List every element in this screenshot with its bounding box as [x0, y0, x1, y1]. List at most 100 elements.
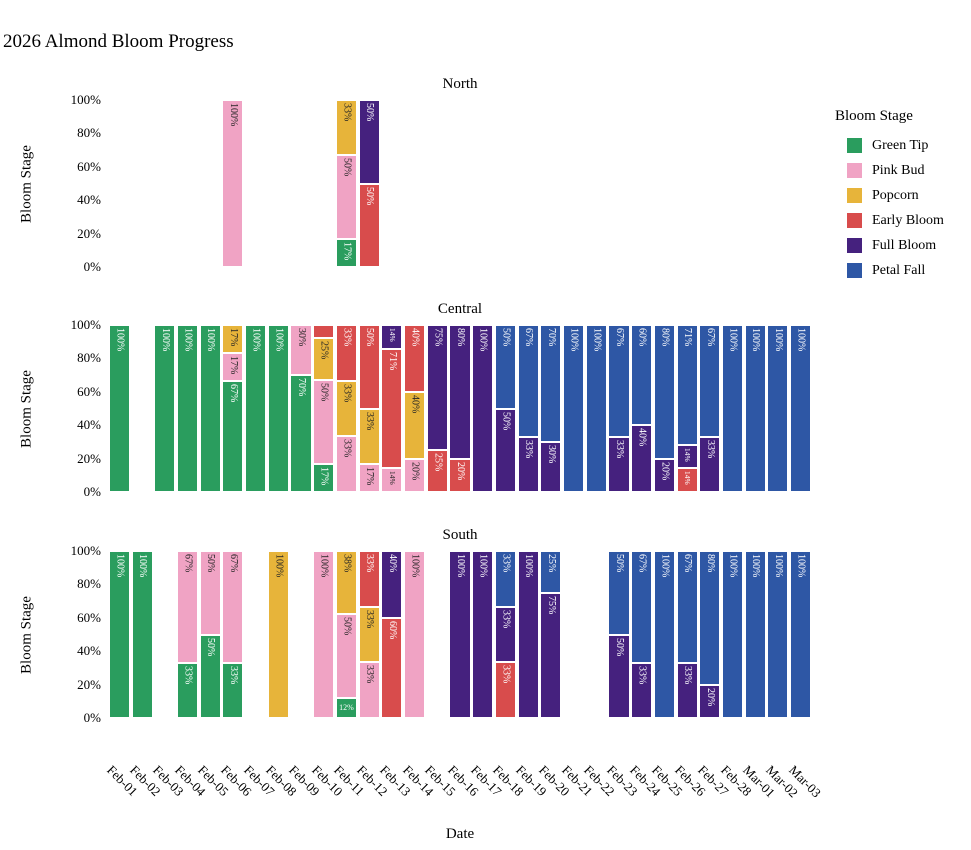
y-tick-label: 60%: [77, 609, 101, 625]
bar-central-feb-07: 100%: [245, 325, 267, 492]
segment-pink_bud: 14%: [381, 468, 403, 492]
segment-label: 17%: [318, 466, 330, 485]
segment-full_bloom: 50%: [494, 408, 516, 492]
bar-north-feb-06: 100%: [222, 100, 244, 267]
segment-petal_fall: 100%: [721, 551, 744, 718]
bar-south-feb-25: 100%: [653, 551, 675, 718]
pink_bud-swatch-icon: [847, 163, 862, 178]
segment-label: 100%: [250, 328, 262, 352]
plot-area-north: 100% 17% 50% 33% 50% 50%: [108, 100, 812, 267]
segment-pink_bud: 33%: [335, 436, 357, 492]
bar-central-feb-03: 100%: [154, 325, 176, 492]
segment-petal_fall: 71%: [676, 325, 698, 445]
bar-north-feb-12: 50% 50%: [358, 100, 380, 267]
segment-label: 40%: [409, 328, 421, 347]
segment-label: 50%: [364, 103, 376, 122]
segment-petal_fall: 60%: [631, 325, 653, 426]
segment-label: 50%: [364, 328, 376, 347]
segment-label: 33%: [613, 439, 625, 459]
segment-label: 100%: [227, 103, 239, 127]
segment-label: 14%: [683, 447, 693, 462]
panel-title-north: North: [442, 76, 478, 92]
bar-central-feb-06: 67% 17% 17%: [222, 325, 244, 492]
segment-label: 33%: [704, 439, 716, 459]
segment-petal_fall: 67%: [631, 551, 653, 663]
segment-full_bloom: 33%: [494, 606, 516, 663]
bar-central-feb-26: 14% 14% 71%: [676, 325, 698, 492]
bar-central-mar-02: 100%: [767, 325, 789, 492]
segment-pink_bud: 100%: [404, 551, 426, 718]
segment-label: 33%: [500, 554, 512, 573]
segment-green_tip: 33%: [176, 662, 199, 718]
segment-label: 40%: [636, 428, 648, 447]
segment-green_tip: 33%: [222, 662, 244, 718]
y-tick-label: 100%: [70, 317, 101, 332]
bar-south-feb-02: 100%: [131, 551, 153, 718]
bar-south-feb-26: 33% 67%: [676, 551, 698, 718]
segment-label: 33%: [341, 383, 353, 403]
y-tick-label: 80%: [77, 125, 101, 141]
bar-central-feb-17: 100%: [472, 325, 494, 492]
segment-label: 17%: [341, 241, 353, 260]
bar-south-feb-04: 33% 67%: [176, 551, 199, 718]
petal_fall-swatch-icon: [847, 263, 862, 278]
segment-popcorn: 33%: [358, 408, 380, 464]
segment-popcorn: 33%: [335, 380, 357, 437]
y-axis-label-central: Bloom Stage: [18, 369, 35, 448]
bar-south-feb-08: 100%: [267, 551, 289, 718]
bar-south-feb-27: 20% 80%: [699, 551, 721, 718]
panel-title-south: South: [442, 527, 478, 543]
legend-title: Bloom Stage: [835, 108, 913, 124]
legend-entry-label: Pink Bud: [872, 162, 925, 178]
segment-full_bloom: 40%: [631, 425, 653, 492]
y-axis-label-north: Bloom Stage: [18, 144, 35, 223]
segment-label: 60%: [386, 620, 398, 640]
segment-label: 33%: [682, 665, 694, 685]
bar-central-feb-19: 33% 67%: [517, 325, 539, 492]
segment-early_bloom: 50%: [358, 325, 380, 409]
legend-entry-early_bloom: Early Bloom: [835, 208, 944, 233]
bar-central-feb-10: 17% 50% 25%: [313, 325, 335, 492]
segment-pink_bud: 33%: [358, 662, 380, 718]
segment-popcorn: 17%: [222, 325, 244, 354]
legend-entry-popcorn: Popcorn: [835, 183, 944, 208]
segment-label: 50%: [318, 383, 330, 402]
segment-pink_bud: 50%: [335, 614, 357, 698]
segment-label: 100%: [772, 554, 784, 578]
segment-label: 40%: [409, 394, 421, 414]
segment-label: 14%: [387, 471, 397, 486]
segment-label: 100%: [318, 554, 330, 578]
segment-label: 71%: [386, 351, 398, 370]
y-tick-label: 0%: [83, 710, 101, 725]
segment-petal_fall: 100%: [585, 325, 607, 492]
segment-popcorn: 100%: [267, 551, 289, 718]
bar-south-feb-01: 100%: [108, 551, 130, 718]
segment-label: 20%: [454, 461, 466, 480]
segment-label: 33%: [341, 439, 353, 458]
segment-full_bloom: 33%: [631, 662, 653, 718]
y-axis-label-south: Bloom Stage: [18, 595, 35, 674]
bar-central-mar-03: 100%: [790, 325, 812, 492]
segment-green_tip: 67%: [222, 381, 244, 492]
y-tick-label: 80%: [77, 350, 101, 366]
y-tick-label: 60%: [77, 383, 101, 399]
segment-pink_bud: 50%: [199, 551, 221, 635]
segment-label: 80%: [454, 328, 466, 347]
legend-entry-label: Popcorn: [872, 187, 919, 203]
segment-petal_fall: 70%: [540, 325, 562, 442]
segment-early_bloom: 20%: [449, 458, 471, 492]
segment-label: 20%: [704, 687, 716, 706]
segment-label: 70%: [296, 378, 308, 397]
bar-central-feb-27: 33% 67%: [699, 325, 721, 492]
segment-petal_fall: 80%: [653, 325, 675, 459]
early_bloom-swatch-icon: [847, 213, 862, 228]
segment-petal_fall: 50%: [494, 325, 516, 409]
segment-label: 50%: [613, 554, 625, 573]
segment-label: 100%: [795, 554, 807, 578]
segment-full_bloom: 40%: [381, 551, 403, 618]
segment-petal_fall: 67%: [699, 325, 721, 437]
segment-full_bloom: 50%: [608, 634, 630, 718]
segment-petal_fall: 80%: [699, 551, 721, 685]
segment-popcorn: 25%: [313, 338, 335, 381]
segment-label: 17%: [227, 356, 239, 375]
